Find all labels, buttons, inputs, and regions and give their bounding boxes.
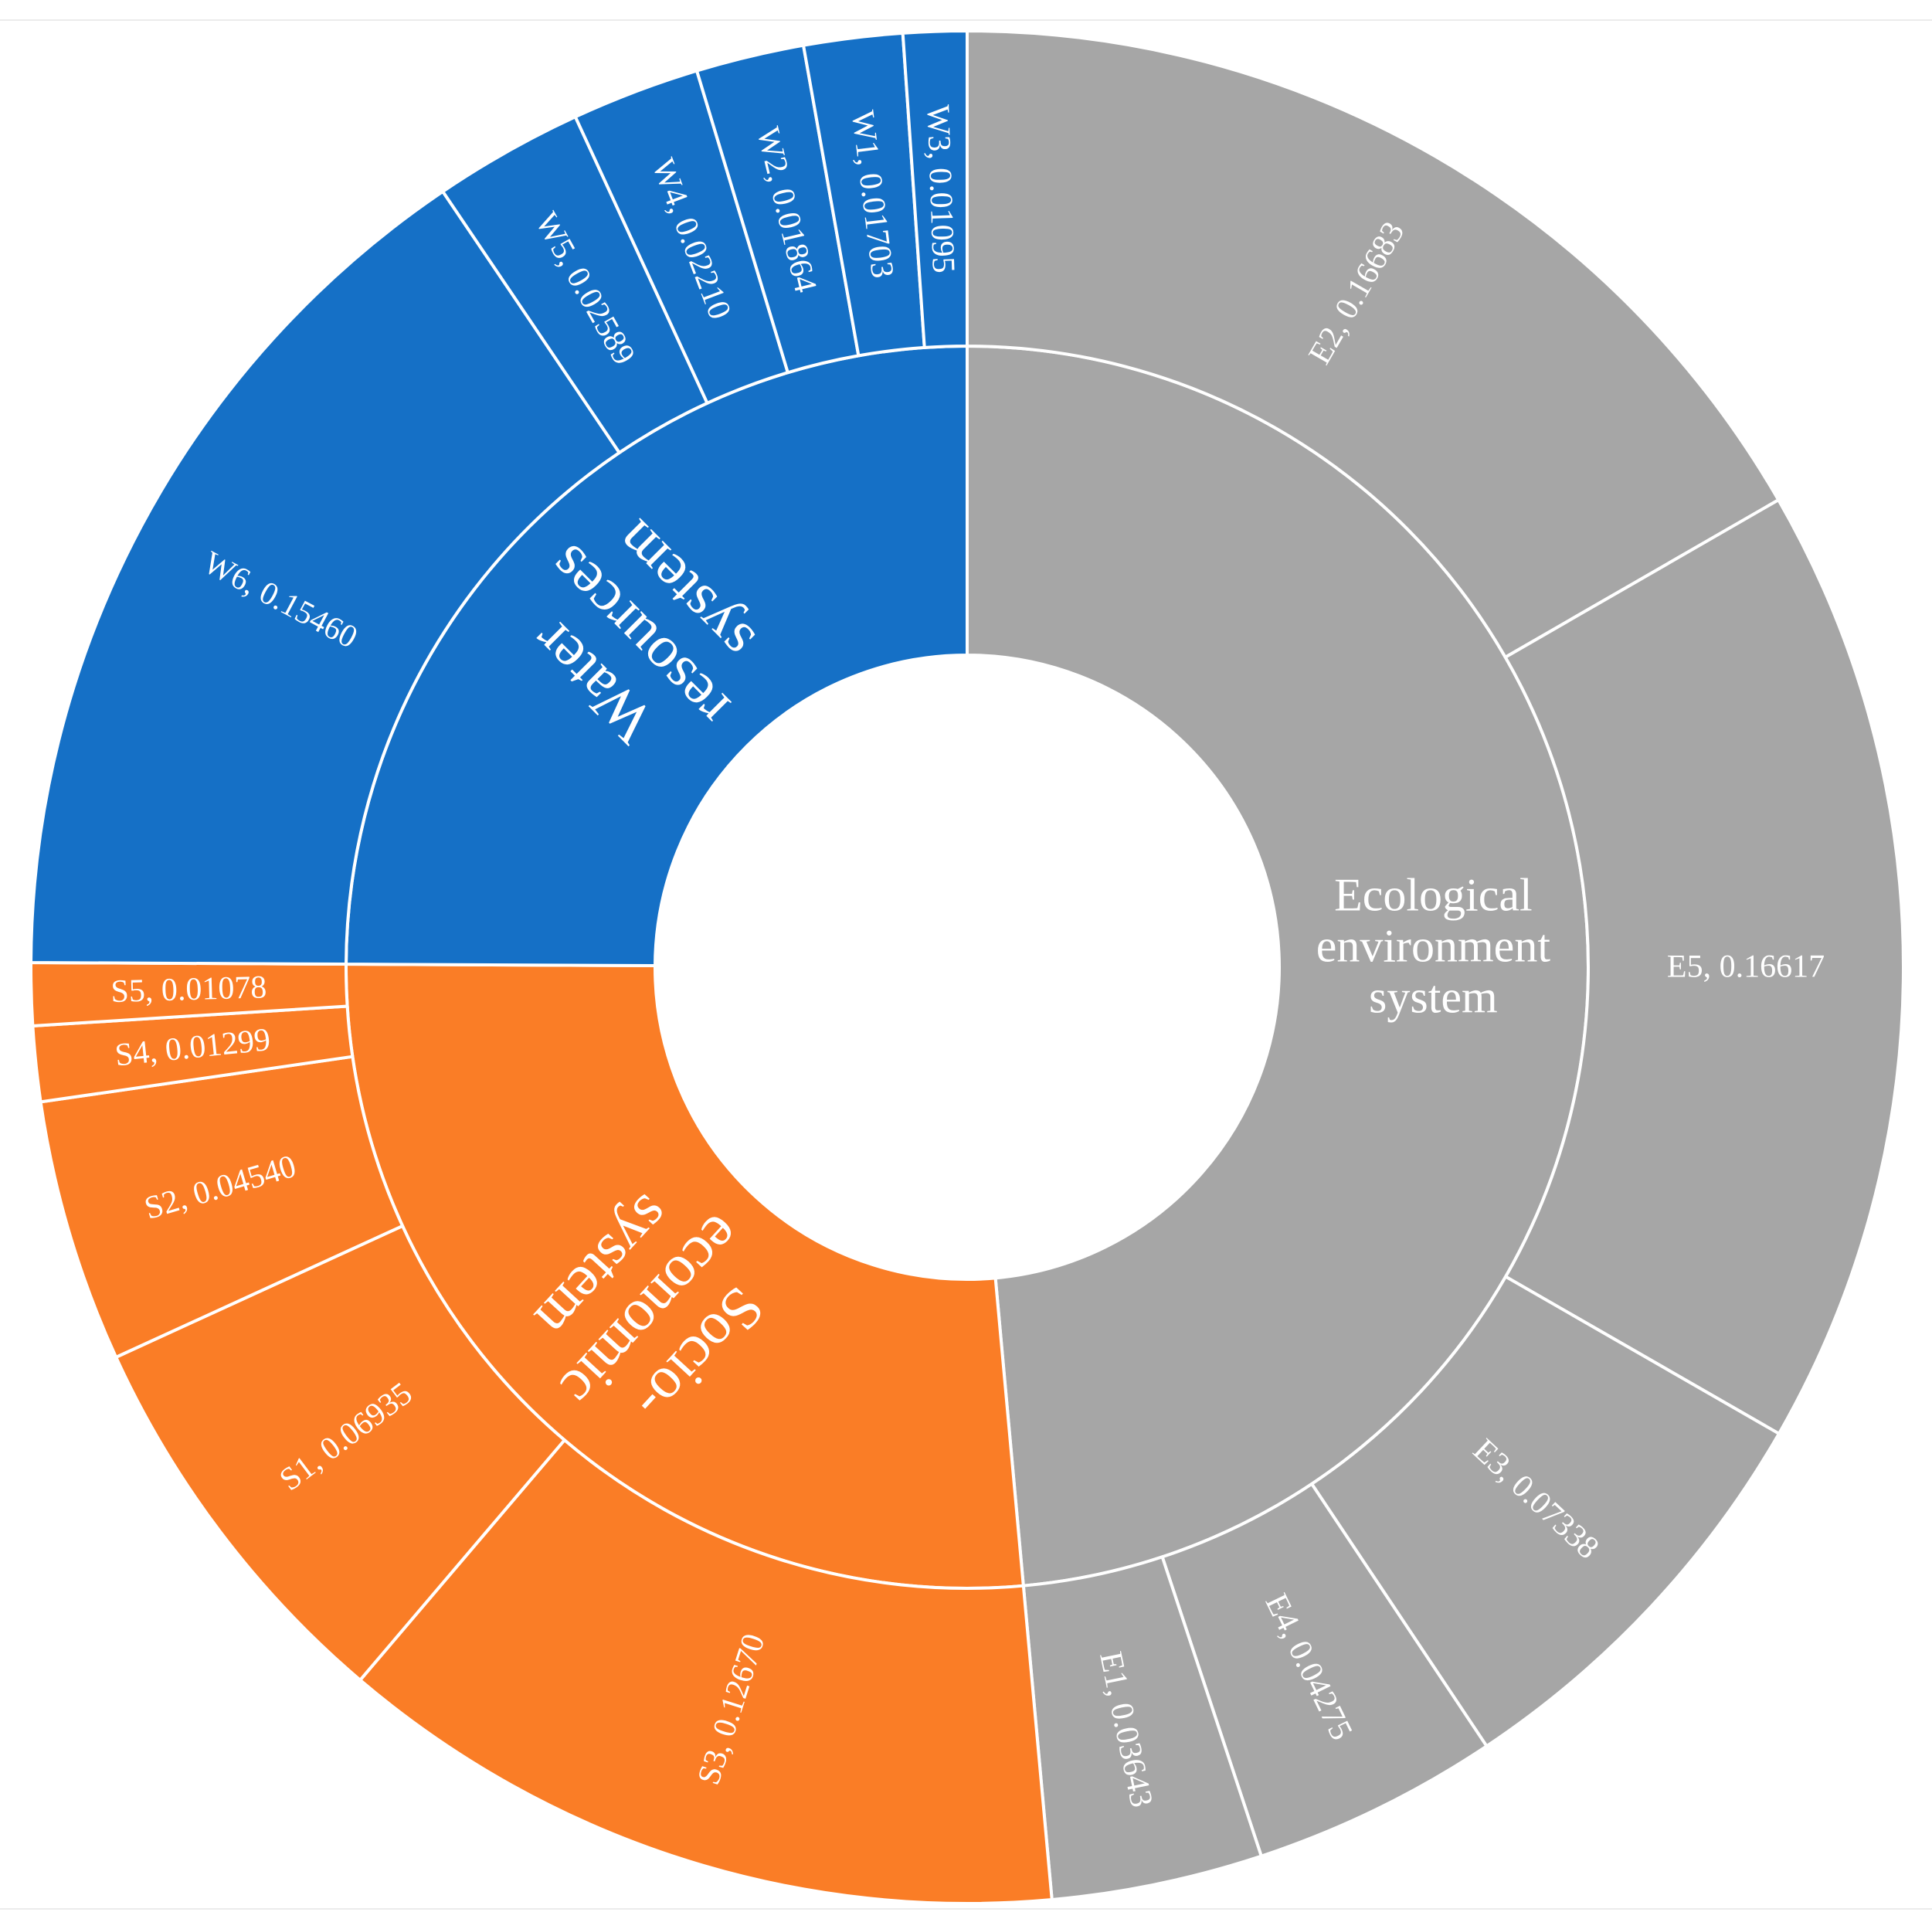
inner-label-line: system: [1369, 972, 1498, 1023]
inner-label-line: Ecological: [1334, 870, 1533, 921]
outer-segment-s3: [358, 1438, 1054, 1905]
bottom-border-line: [0, 1908, 1932, 1910]
outer-label-s5: S5, 0.01078: [110, 970, 267, 1010]
outer-segment-e5: [1502, 498, 1906, 1436]
outer-label-w3: W3, 0.01095: [920, 104, 961, 274]
outer-segment-w3: [901, 29, 969, 350]
inner-label-line: environment: [1316, 921, 1551, 972]
outer-segment-w6: [29, 189, 622, 966]
outer-segment-e2: [966, 29, 1781, 660]
outer-label-e5: E5, 0.16617: [1667, 949, 1825, 984]
inner-label-ecological-environment-system: Ecological environment system: [1316, 870, 1551, 1023]
top-border-line: [0, 19, 1932, 21]
